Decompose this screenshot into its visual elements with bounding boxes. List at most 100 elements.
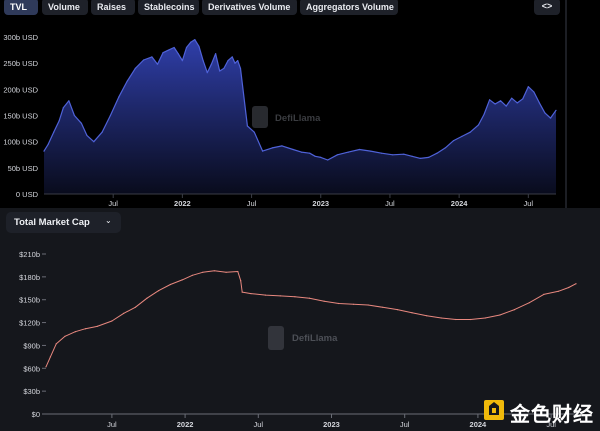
tab-tvl[interactable]: TVL [4, 0, 38, 15]
y-tick-label: $180b [19, 273, 40, 282]
data-point [483, 113, 485, 116]
data-point [549, 117, 552, 119]
data-point [262, 150, 264, 152]
y-tick-label: 300b USD [3, 33, 38, 42]
x-tick-label: 2022 [174, 199, 191, 208]
x-tick-label: Jul [546, 420, 556, 429]
tvl-panel: TVL Volume Raises Stablecoins Derivative… [0, 0, 600, 208]
chevron-down-icon: ⌄ [105, 216, 112, 225]
data-point [428, 156, 430, 158]
data-point [162, 52, 164, 54]
data-point [181, 279, 183, 281]
data-point [544, 112, 546, 114]
data-point [146, 297, 148, 299]
panel-divider [565, 0, 567, 208]
series-area [44, 39, 556, 194]
data-point [381, 152, 383, 154]
tvl-chart: DefiLlama 0 USD 50b USD 100b USD 150b USD 20… [3, 33, 557, 208]
data-point [323, 300, 325, 302]
data-point [45, 366, 47, 368]
dropdown-label: Total Market Cap [14, 217, 90, 228]
data-point [86, 134, 88, 136]
data-point [396, 309, 398, 311]
y-tick-label: $120b [19, 319, 40, 328]
y-tick-label: $30b [23, 387, 40, 396]
data-point [484, 317, 486, 319]
data-point [64, 335, 66, 337]
x-tick-label: Jul [253, 420, 263, 429]
data-point [253, 131, 255, 133]
y-tick-label: $210b [19, 250, 40, 259]
data-point [227, 60, 229, 62]
tab-volume[interactable]: Volume [42, 0, 88, 15]
tab-stablecoins[interactable]: Stablecoins [138, 0, 199, 15]
data-point [177, 53, 179, 55]
data-point [123, 312, 125, 314]
x-tick-label: Jul [107, 420, 117, 429]
data-point [151, 56, 153, 58]
brand-watermark: 金色财经 [478, 393, 600, 431]
watermark-text: DefiLlama [292, 333, 338, 344]
data-point [575, 283, 577, 285]
data-point [455, 318, 457, 321]
data-point [453, 140, 455, 142]
data-point [215, 53, 217, 55]
y-tick-label: $0 [32, 410, 40, 419]
embed-code-button[interactable]: <> [534, 0, 560, 15]
data-point [93, 141, 95, 143]
data-point [489, 99, 491, 101]
data-point [494, 103, 496, 105]
data-point [55, 343, 57, 345]
data-point [73, 114, 75, 117]
data-point [436, 152, 438, 154]
data-point [522, 98, 524, 100]
data-point [47, 143, 49, 145]
data-point [516, 102, 518, 104]
data-point [533, 91, 535, 93]
data-point [271, 147, 273, 149]
data-point [240, 280, 242, 282]
data-point [419, 157, 421, 159]
data-point [126, 80, 128, 83]
data-point [320, 156, 322, 158]
data-point [202, 60, 204, 62]
data-point [477, 124, 480, 126]
data-point [528, 302, 530, 304]
data-point [185, 46, 188, 49]
data-point [118, 96, 120, 98]
y-tick-label: 50b USD [8, 164, 39, 173]
data-point [43, 150, 45, 152]
data-point [314, 155, 316, 157]
data-point [101, 131, 103, 133]
data-point [237, 270, 239, 273]
series-line [45, 270, 577, 368]
data-point [231, 56, 233, 58]
data-point [210, 63, 212, 65]
tab-derivatives-volume[interactable]: Derivatives Volume [202, 0, 297, 15]
data-point [134, 306, 136, 308]
tab-raises[interactable]: Raises [91, 0, 135, 15]
data-point [279, 295, 281, 297]
data-point [246, 125, 248, 127]
metric-dropdown[interactable]: Total Market Cap ⌄ [6, 212, 121, 233]
data-point [557, 290, 560, 292]
data-point [173, 46, 175, 49]
x-tick-label: 2022 [177, 420, 194, 429]
x-tick-label: Jul [524, 199, 534, 208]
data-point [109, 114, 111, 117]
data-point [336, 154, 338, 156]
tab-aggregators-volume[interactable]: Aggregators Volume [300, 0, 398, 15]
data-point [241, 291, 243, 293]
data-point [53, 131, 55, 133]
data-point [156, 63, 159, 65]
data-point [440, 317, 442, 319]
data-point [206, 72, 208, 74]
x-tick-label: 2023 [312, 199, 329, 208]
data-point [62, 107, 64, 109]
data-point [469, 131, 471, 133]
data-point [234, 62, 236, 64]
data-point [225, 271, 227, 273]
data-point [382, 306, 384, 308]
data-point [169, 283, 171, 286]
data-point [292, 148, 294, 151]
